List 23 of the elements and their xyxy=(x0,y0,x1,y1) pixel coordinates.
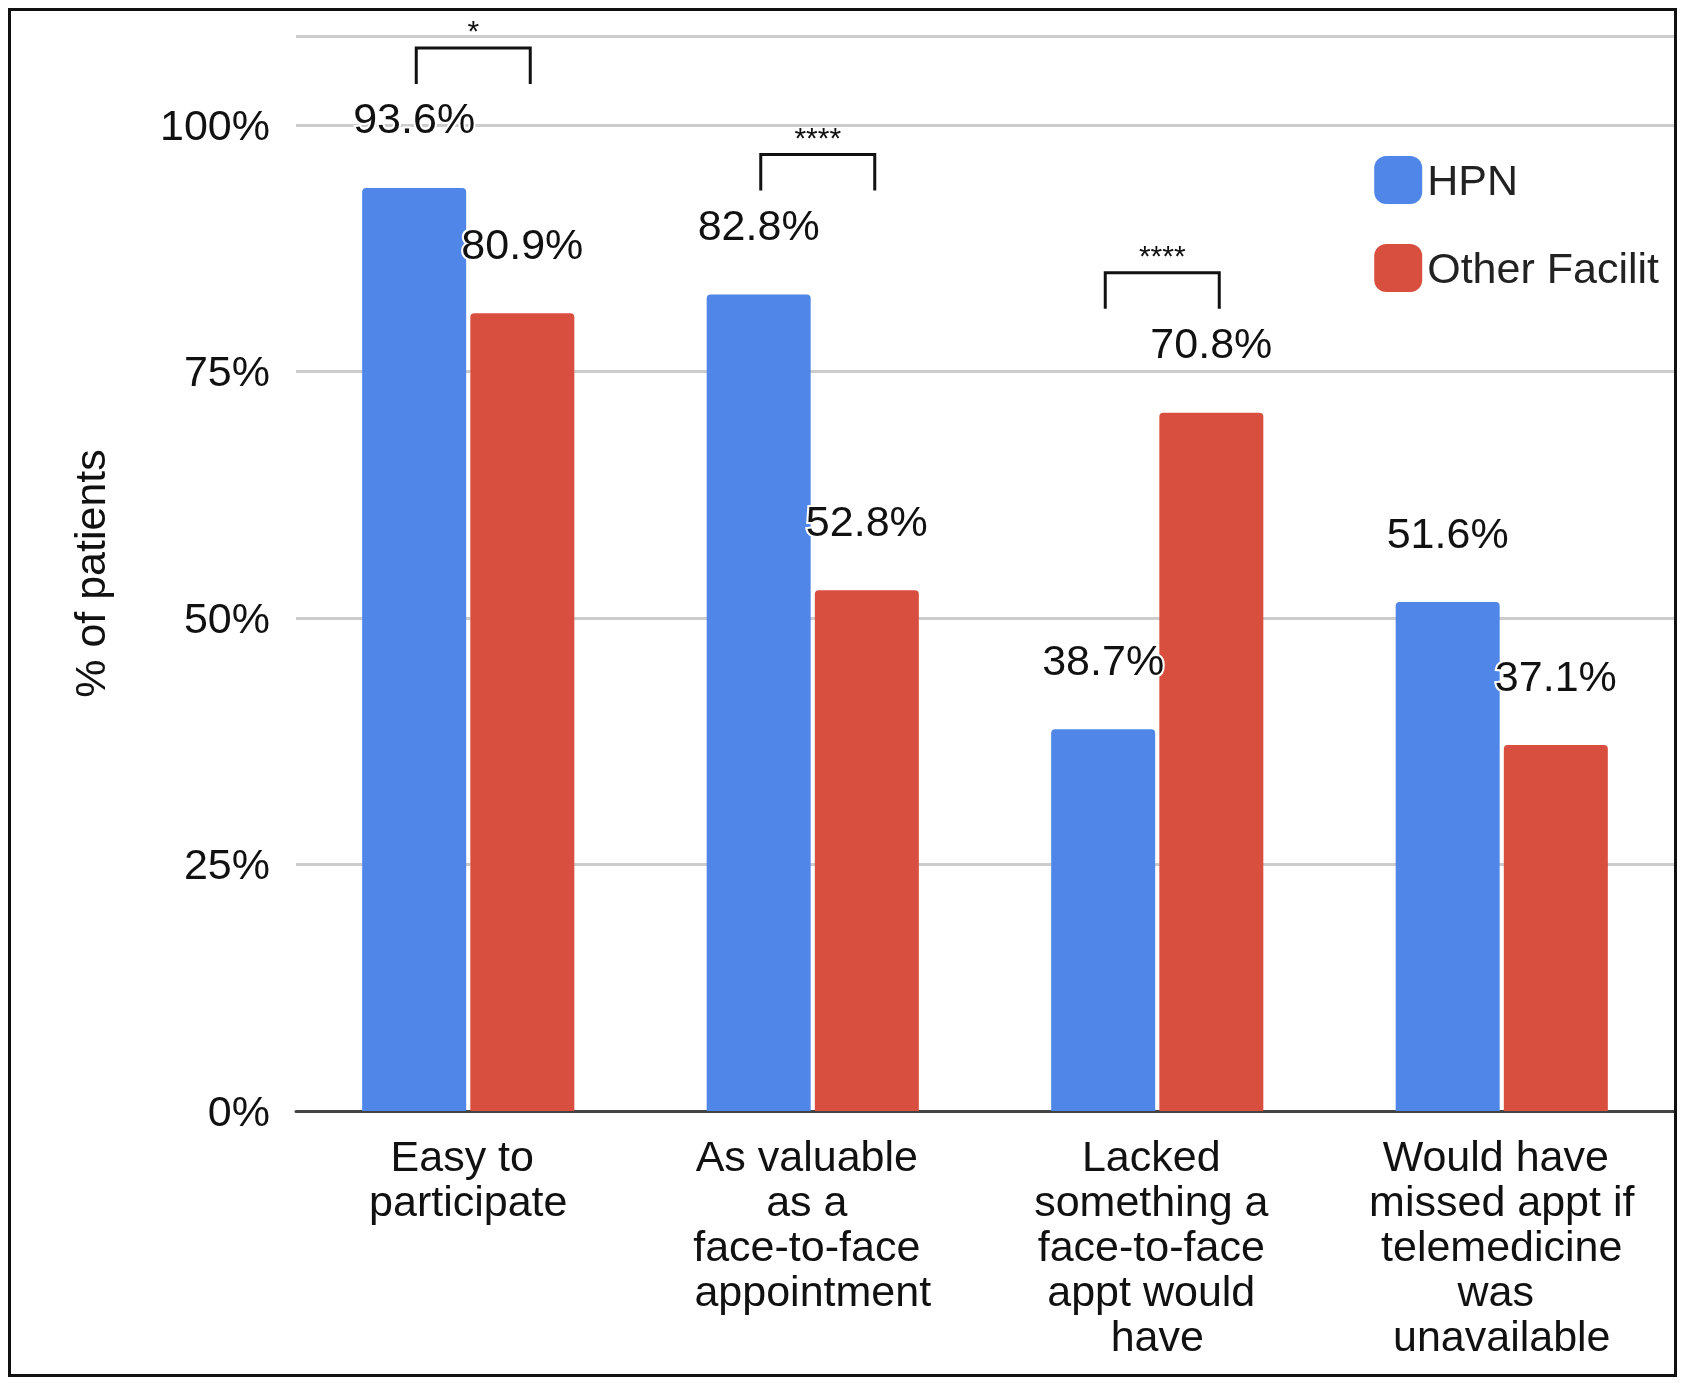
x-tick-label: Would have missed appt if telemedicine was unavailable xyxy=(1369,1131,1636,1360)
data-label: 93.6% xyxy=(353,94,476,143)
bar xyxy=(1051,729,1156,1111)
legend-label: HPN xyxy=(1427,156,1519,204)
y-axis-title: % of patients xyxy=(65,449,114,698)
x-tick-label: As valuable as a face-to-face appointment xyxy=(693,1131,933,1315)
data-label: 51.6% xyxy=(1386,508,1509,557)
y-tick-label: 25% xyxy=(183,840,270,889)
x-tick-label: Easy to participate xyxy=(369,1131,568,1225)
annotation: **** xyxy=(1138,239,1186,273)
x-tick-label: Lacked something a face-to-face appt would have xyxy=(1034,1131,1281,1360)
y-tick-label: 100% xyxy=(160,100,270,149)
annotation: **** xyxy=(794,120,842,154)
y-tick-label: 50% xyxy=(183,593,270,642)
data-label: 82.8% xyxy=(697,200,820,249)
bar xyxy=(814,590,919,1111)
y-tick-label: 0% xyxy=(207,1087,270,1135)
bar xyxy=(470,313,575,1111)
data-label: 70.8% xyxy=(1150,319,1273,368)
legend-label: Other Facilit xyxy=(1427,244,1660,292)
y-tick-label: 75% xyxy=(183,347,270,396)
bar xyxy=(1503,745,1608,1111)
annotation: * xyxy=(467,14,480,48)
